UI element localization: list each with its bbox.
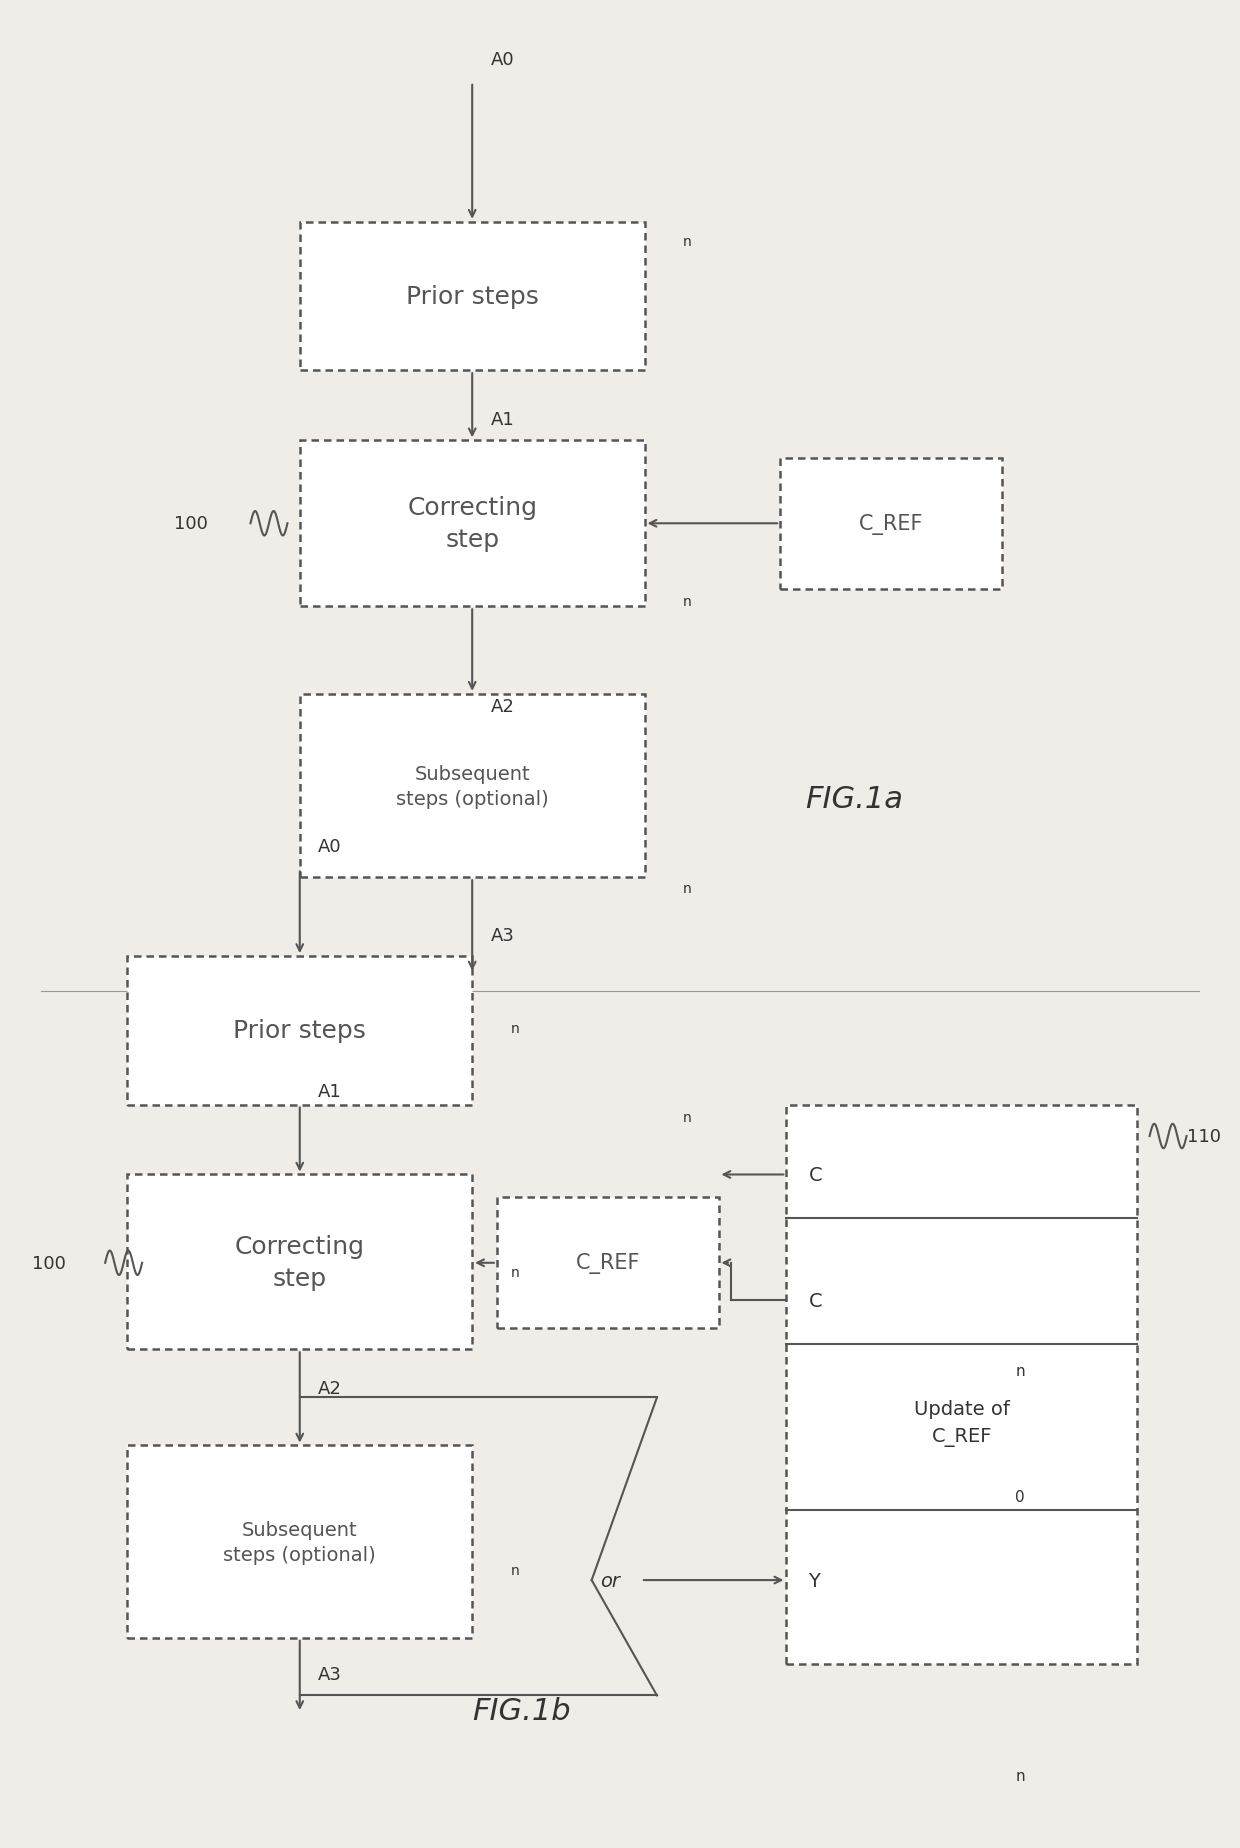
Text: A0: A0 — [319, 837, 342, 856]
Text: n: n — [683, 235, 692, 249]
Text: Subsequent
steps (optional): Subsequent steps (optional) — [396, 763, 548, 808]
Text: A0: A0 — [491, 52, 515, 68]
Text: Y: Y — [808, 1571, 821, 1589]
Text: 100: 100 — [174, 516, 207, 532]
Text: Prior steps: Prior steps — [233, 1018, 366, 1042]
Text: Correcting
step: Correcting step — [234, 1234, 365, 1290]
Text: Update of
C_REF: Update of C_REF — [914, 1399, 1009, 1447]
Text: A2: A2 — [491, 697, 515, 715]
Text: A3: A3 — [491, 926, 515, 944]
Text: 110: 110 — [1187, 1127, 1220, 1146]
Text: FIG.1b: FIG.1b — [472, 1696, 570, 1726]
Text: A1: A1 — [491, 410, 515, 429]
Text: 100: 100 — [32, 1255, 66, 1271]
Text: A2: A2 — [319, 1379, 342, 1397]
Text: C_REF: C_REF — [859, 514, 924, 534]
Text: n: n — [511, 1266, 520, 1279]
Bar — [300, 695, 645, 878]
Text: Prior steps: Prior steps — [405, 285, 538, 309]
Text: n: n — [683, 1111, 692, 1124]
Text: n: n — [511, 1563, 520, 1576]
Text: A1: A1 — [319, 1081, 342, 1100]
Text: C: C — [808, 1166, 822, 1185]
Text: C_REF: C_REF — [575, 1253, 640, 1273]
Text: A3: A3 — [319, 1665, 342, 1684]
Text: or: or — [600, 1571, 620, 1589]
Text: C: C — [808, 1292, 822, 1310]
Bar — [128, 1445, 472, 1637]
Bar — [497, 1198, 718, 1329]
Bar — [786, 1105, 1137, 1663]
Text: 0: 0 — [1016, 1489, 1025, 1504]
Text: Correcting
step: Correcting step — [407, 497, 537, 553]
Text: n: n — [683, 881, 692, 894]
Text: n: n — [1016, 1364, 1025, 1379]
Bar — [300, 442, 645, 606]
Bar — [128, 957, 472, 1105]
Text: FIG.1a: FIG.1a — [805, 785, 903, 813]
Text: Subsequent
steps (optional): Subsequent steps (optional) — [223, 1519, 376, 1563]
Text: n: n — [511, 1022, 520, 1035]
Bar — [128, 1175, 472, 1349]
Bar — [300, 222, 645, 371]
Text: n: n — [683, 595, 692, 608]
Bar — [780, 458, 1002, 590]
Text: n: n — [1016, 1769, 1025, 1783]
